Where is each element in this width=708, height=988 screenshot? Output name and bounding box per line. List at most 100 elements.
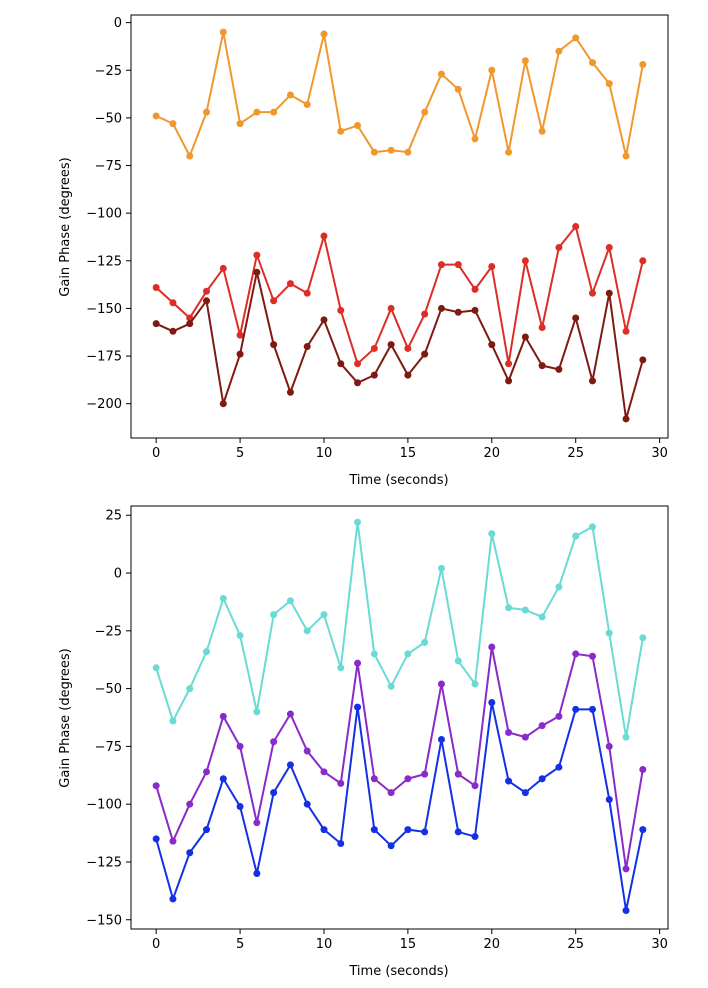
data-point — [270, 789, 278, 797]
x-tick-label: 0 — [152, 937, 160, 952]
data-point — [169, 120, 177, 128]
x-tick-label: 20 — [484, 446, 501, 461]
y-tick-label: −50 — [95, 111, 122, 126]
data-point — [253, 819, 261, 827]
data-point — [555, 583, 563, 591]
data-point — [203, 826, 211, 834]
data-point — [588, 289, 596, 297]
series-line-1 — [155, 521, 644, 739]
data-point — [588, 59, 596, 67]
data-point — [354, 703, 362, 711]
data-point — [236, 802, 244, 810]
data-point — [538, 775, 546, 783]
chart-top: Time (seconds) Gain Phase (degrees) 0 5 10… — [58, 14, 669, 488]
data-point — [270, 611, 278, 619]
x-axis-label: Time (seconds) — [348, 964, 448, 979]
data-point — [521, 333, 529, 341]
data-point — [219, 594, 227, 602]
data-point — [622, 733, 630, 741]
data-point — [404, 371, 412, 379]
data-point — [471, 285, 479, 293]
data-point — [152, 283, 160, 291]
data-point — [370, 148, 378, 156]
data-point — [169, 895, 177, 903]
x-tick-label: 30 — [651, 446, 668, 461]
data-point — [203, 648, 211, 656]
x-tick-label: 25 — [567, 937, 584, 952]
data-point — [605, 742, 613, 750]
data-point — [639, 61, 647, 69]
data-point — [521, 606, 529, 614]
data-point — [320, 611, 328, 619]
data-point — [320, 826, 328, 834]
y-tick-label: −125 — [86, 855, 122, 870]
data-point — [572, 223, 580, 230]
data-point — [471, 782, 479, 790]
data-point — [320, 768, 328, 776]
data-point — [404, 344, 412, 352]
data-point — [538, 362, 546, 370]
data-point — [337, 127, 345, 135]
data-point — [404, 650, 412, 658]
y-tick-label: −125 — [86, 254, 122, 269]
data-point — [370, 650, 378, 658]
x-tick-label: 15 — [400, 446, 417, 461]
data-point — [572, 314, 580, 322]
data-point — [270, 108, 278, 116]
data-point — [219, 775, 227, 783]
data-point — [437, 304, 445, 312]
data-point — [404, 775, 412, 783]
data-point — [186, 320, 194, 328]
data-point — [219, 712, 227, 720]
data-point — [454, 308, 462, 316]
data-point — [538, 722, 546, 730]
data-point — [169, 837, 177, 845]
data-point — [337, 839, 345, 847]
data-point — [286, 597, 294, 605]
data-point — [639, 257, 647, 265]
data-point — [303, 747, 311, 755]
y-tick-label: 25 — [105, 509, 122, 524]
data-point — [387, 304, 395, 312]
data-point — [354, 659, 362, 667]
data-point — [354, 360, 362, 368]
data-point — [605, 243, 613, 251]
data-point — [588, 652, 596, 660]
y-tick-label: −50 — [95, 682, 122, 697]
data-point — [303, 800, 311, 808]
data-point — [437, 70, 445, 78]
data-point — [454, 828, 462, 836]
data-point — [488, 341, 496, 349]
series-line-2 — [155, 646, 644, 870]
data-point — [471, 306, 479, 314]
data-point — [186, 152, 194, 160]
y-axis-label: Gain Phase (degrees) — [58, 157, 73, 296]
data-point — [169, 327, 177, 335]
data-point — [605, 289, 613, 297]
plot-frame — [130, 14, 669, 439]
data-point — [421, 350, 429, 358]
data-point — [521, 789, 529, 797]
data-point — [354, 518, 362, 526]
data-point — [169, 299, 177, 307]
y-tick-label: −75 — [95, 159, 122, 174]
data-point — [488, 643, 496, 651]
data-point — [337, 360, 345, 368]
data-point — [488, 698, 496, 706]
data-point — [471, 680, 479, 688]
data-point — [253, 108, 261, 116]
data-point — [588, 523, 596, 531]
data-point — [303, 627, 311, 635]
data-point — [253, 870, 261, 878]
y-tick-label: −150 — [86, 302, 122, 317]
data-point — [203, 108, 211, 116]
x-tick-label: 0 — [152, 446, 160, 461]
data-point — [337, 779, 345, 787]
data-point — [555, 763, 563, 771]
data-point — [555, 47, 563, 55]
data-point — [572, 34, 580, 42]
x-tick-label: 30 — [651, 937, 668, 952]
x-tick-label: 5 — [236, 937, 244, 952]
data-point — [270, 341, 278, 349]
data-point — [421, 108, 429, 116]
